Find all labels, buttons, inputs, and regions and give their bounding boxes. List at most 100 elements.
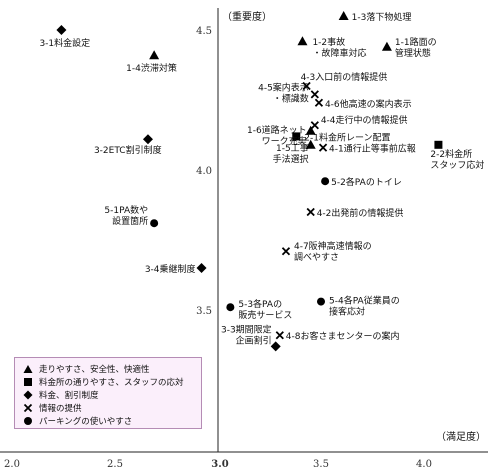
legend: 走りやすさ、安全性、快適性 料金所の通りやすさ、スタッフの応対 料金、割引制度 … [14,357,202,429]
point-label-line: 接客応対 [329,306,365,318]
point-label-line: 企画割引 [236,334,272,346]
point-label: 3-1料金設定 [39,37,90,49]
cross-marker [310,90,319,99]
point-label: 5-3各PAの販売サービス [238,298,292,321]
legend-label: 料金所の通りやすさ、スタッフの応対 [39,377,184,388]
square-marker [292,132,301,141]
legend-item-triangle: 走りやすさ、安全性、快適性 [21,362,195,375]
point-label: 3-3期間限定企画割引 [221,323,272,346]
point-label: 4-4走行中の情報提供 [321,114,408,126]
point-label-line: スタッフ応対 [430,159,484,171]
x-tick-label: 2.5 [107,459,123,470]
point-label-line: 3-4乗継制度 [145,263,196,275]
point-label: 4-6他高速の案内表示 [325,98,412,110]
point-label-line: 4-7阪神高速情報の [294,240,372,252]
point-label-line: 5-1PA数や [104,204,148,216]
cross-marker [302,81,311,91]
point-label-line: 3-2ETC割引制度 [94,144,162,156]
x-tick-label: 4.0 [416,459,432,470]
triangle-marker [149,50,160,60]
point-label: 5-1PA数や設置箇所 [104,204,148,227]
data-points [56,11,443,352]
point-label-line: 1-1路面の [395,36,437,48]
cross-marker [314,98,324,107]
triangle-marker [338,11,349,20]
point-label: 4-3入口前の情報提供 [301,71,388,83]
diamond-icon [21,390,35,400]
legend-label: 料金、割引制度 [39,390,99,401]
diamond-marker [142,134,153,145]
triangle-marker [305,139,316,149]
legend-item-circle: パーキングの使いやすさ [21,414,195,427]
point-label: 5-4各PA従業員の接客応対 [329,295,400,318]
cross-marker [306,207,315,217]
triangle-marker [381,41,392,51]
point-label: 4-5案内表示・標識数 [258,81,309,104]
cross-marker [318,143,328,152]
point-label-line: 5-2各PAのトイレ [331,176,402,188]
triangle-marker [305,125,316,135]
cross-marker [275,331,284,340]
point-label-line: 4-2出発前の情報提供 [317,207,404,219]
point-label-line: 調べやすさ [294,251,339,263]
point-label: 1-6道路ネットワーク充実 [247,124,307,147]
point-label-line: ・標識数 [273,92,309,104]
point-label: 1-5工事手法選択 [273,142,309,165]
legend-label: 走りやすさ、安全性、快適性 [39,364,150,375]
point-label-line: 4-6他高速の案内表示 [325,98,412,110]
x-tick-label: 2.0 [4,459,20,470]
point-label-line: 3-1料金設定 [39,37,90,49]
point-label-line: 4-3入口前の情報提供 [301,71,388,83]
point-label: 5-2各PAのトイレ [331,176,402,188]
triangle-icon [21,364,35,374]
circle-marker [150,219,159,228]
x-tick-label: 3.5 [313,459,329,470]
point-label: 1-3落下物処理 [352,11,412,23]
diamond-marker [270,341,281,352]
y-tick-label: 4.0 [196,166,212,177]
x-tick-label: 3.0 [211,459,228,470]
point-labels: 1-3落下物処理 1-2事故・故障車対応 1-1路面の管理状態 1-4渋滞対策 1-6道… [39,11,484,346]
point-label: 2-1料金所レーン配置 [304,131,390,143]
point-label-line: 1-5工事 [276,142,309,154]
point-label-line: 4-1通行止等事前広報 [329,143,416,155]
point-label: 1-4渋滞対策 [126,62,177,74]
point-label-line: 手法選択 [273,153,309,165]
point-label-line: 管理状態 [395,47,431,59]
point-label: 3-2ETC割引制度 [94,144,162,156]
cross-marker [281,247,291,256]
circle-marker [317,297,325,306]
diamond-marker [196,263,207,273]
circle-icon [21,416,35,426]
square-marker [434,140,443,149]
point-label-line: 1-3落下物処理 [352,11,412,23]
legend-label: パーキングの使いやすさ [39,416,133,427]
x-axis-title: （満足度） [436,430,486,443]
square-icon [21,377,35,387]
point-label-line: 5-4各PA従業員の [329,295,400,307]
cross-marker [310,121,319,130]
legend-item-cross: 情報の提供 [21,401,195,414]
point-label: 1-2事故・故障車対応 [312,36,366,59]
point-label-line: 販売サービス [238,309,292,321]
legend-item-square: 料金所の通りやすさ、スタッフの応対 [21,375,195,388]
y-tick-label: 4.5 [196,26,212,37]
point-label-line: 設置箇所 [112,215,148,227]
point-label-line: 5-3各PAの [238,298,282,310]
cross-icon [21,403,35,413]
x-tick-labels: 2.0 2.5 3.0 3.5 4.0 [4,459,432,470]
y-axis-title: （重要度） [222,10,272,23]
point-label: 3-4乗継制度 [145,263,196,275]
triangle-marker [297,36,308,46]
point-label-line: ワーク充実 [262,135,307,147]
point-label-line: 1-4渋滞対策 [126,62,177,74]
point-label: 4-2出発前の情報提供 [317,207,404,219]
legend-item-diamond: 料金、割引制度 [21,388,195,401]
point-label-line: 3-3期間限定 [221,323,272,335]
circle-marker [321,177,330,186]
circle-marker [226,303,235,312]
point-label-line: 2-2料金所 [430,148,472,160]
point-label-line: 4-8お客さまセンターの案内 [286,330,400,342]
point-label-line: 4-4走行中の情報提供 [321,114,408,126]
